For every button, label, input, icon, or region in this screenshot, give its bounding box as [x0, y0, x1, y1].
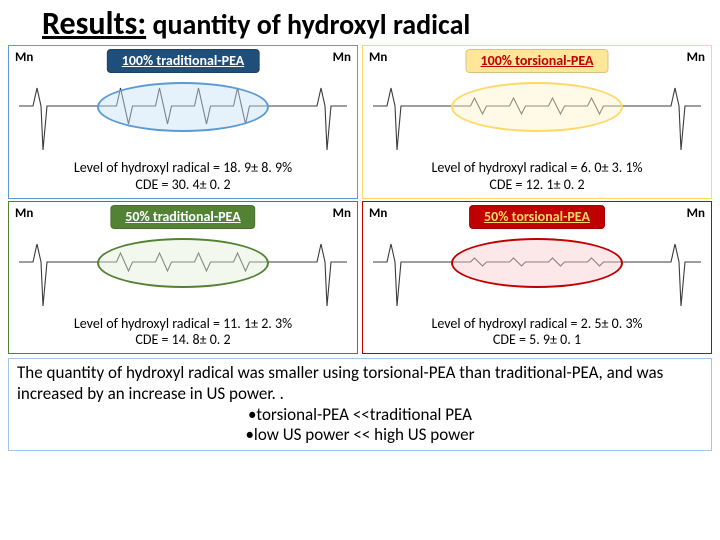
title-rest: quantity of hydroxyl radical — [146, 7, 470, 42]
slide: Results: quantity of hydroxyl radical Mn… — [0, 0, 720, 540]
title-results: Results: — [42, 4, 146, 43]
caption-line1: Level of hydroxyl radical = 6. 0± 3. 1% — [367, 160, 707, 177]
summary-main: The quantity of hydroxyl radical was sma… — [17, 363, 703, 404]
caption-line2: CDE = 14. 8± 0. 2 — [13, 332, 353, 349]
caption-line1: Level of hydroxyl radical = 11. 1± 2. 3% — [13, 316, 353, 333]
caption-line1: Level of hydroxyl radical = 2. 5± 0. 3% — [367, 316, 707, 333]
panel-50-torsional: Mn 50% torsional-PEA Mn Level of hydroxy… — [362, 201, 712, 355]
ellipse-highlight — [97, 82, 269, 132]
panel-100-traditional: Mn 100% traditional-PEA Mn Level of hydr… — [8, 45, 358, 199]
panels-grid: Mn 100% traditional-PEA Mn Level of hydr… — [8, 45, 712, 354]
caption: Level of hydroxyl radical = 6. 0± 3. 1% … — [367, 158, 707, 194]
chart-row: Mn 100% traditional-PEA Mn — [13, 48, 353, 158]
caption-line1: Level of hydroxyl radical = 18. 9± 8. 9% — [13, 160, 353, 177]
chart-row: Mn 50% traditional-PEA Mn — [13, 204, 353, 314]
slide-title: Results: quantity of hydroxyl radical — [8, 4, 712, 45]
caption: Level of hydroxyl radical = 18. 9± 8. 9%… — [13, 158, 353, 194]
caption: Level of hydroxyl radical = 11. 1± 2. 3%… — [13, 314, 353, 350]
summary-box: The quantity of hydroxyl radical was sma… — [8, 358, 712, 451]
summary-bullet-1: •torsional-PEA <<traditional PEA — [17, 405, 703, 426]
caption-line2: CDE = 12. 1± 0. 2 — [367, 177, 707, 194]
panel-50-traditional: Mn 50% traditional-PEA Mn Level of hydro… — [8, 201, 358, 355]
summary-bullet-2: •low US power << high US power — [17, 425, 703, 446]
chart-row: Mn 100% torsional-PEA Mn — [367, 48, 707, 158]
chart-row: Mn 50% torsional-PEA Mn — [367, 204, 707, 314]
ellipse-highlight — [97, 238, 269, 288]
ellipse-highlight — [451, 238, 623, 288]
caption: Level of hydroxyl radical = 2. 5± 0. 3% … — [367, 314, 707, 350]
summary-bullets: •torsional-PEA <<traditional PEA •low US… — [17, 405, 703, 446]
panel-100-torsional: Mn 100% torsional-PEA Mn Level of hydrox… — [362, 45, 712, 199]
caption-line2: CDE = 5. 9± 0. 1 — [367, 332, 707, 349]
caption-line2: CDE = 30. 4± 0. 2 — [13, 177, 353, 194]
ellipse-highlight — [451, 82, 623, 132]
